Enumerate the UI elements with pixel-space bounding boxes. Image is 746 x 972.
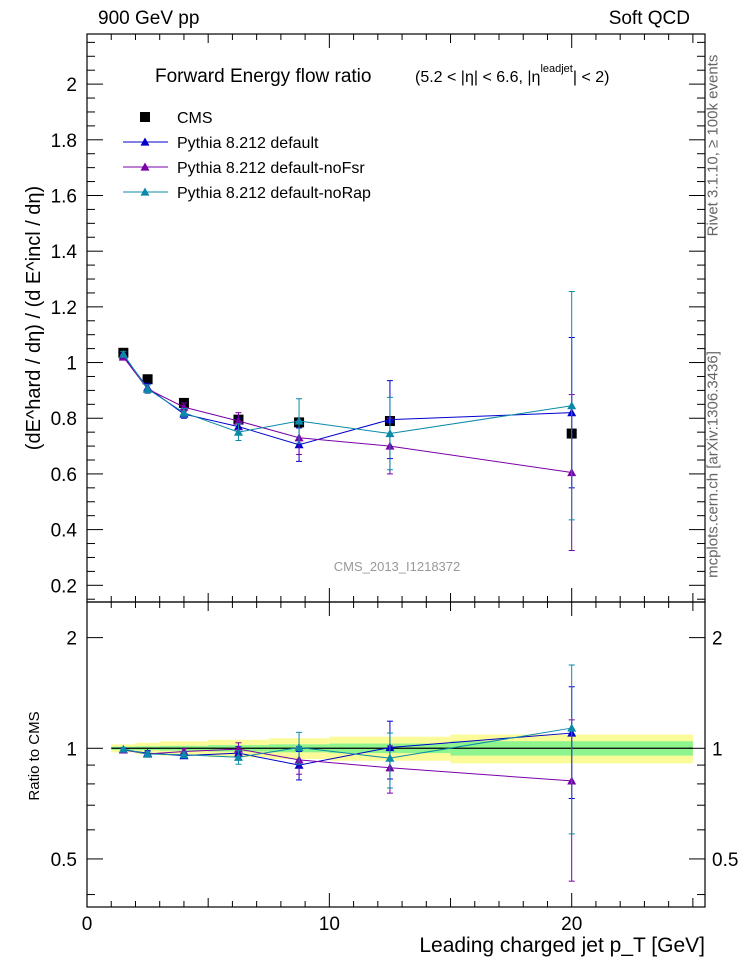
ratio-series-layer: [118, 664, 577, 882]
title-cuts-pre: (5.2 < |η| < 6.6, |η: [415, 69, 540, 86]
ratio-y-tick-label-left: 1: [66, 739, 77, 760]
y-tick-label: 0.2: [51, 576, 77, 597]
ratio-y-tick-label-right: 1: [712, 739, 723, 760]
series-line: [122, 353, 572, 435]
header-right: Soft QCD: [608, 8, 690, 29]
data-point-triangle: [385, 429, 395, 438]
data-point-triangle: [385, 753, 395, 762]
x-tick-label: 10: [319, 914, 340, 935]
ratio-y-tick-label-right: 2: [712, 629, 723, 650]
y-tick-label: 0.4: [51, 521, 78, 542]
legend-marker: [140, 137, 150, 146]
legend-label: Pythia 8.212 default-noRap: [177, 185, 371, 202]
data-point-triangle: [294, 416, 304, 425]
data-point-triangle: [567, 401, 577, 410]
main-y-axis-label: (dE^hard / dη) / (d E^incl / dη): [23, 186, 45, 450]
legend-marker: [140, 187, 150, 196]
y-tick-label: 1: [66, 354, 77, 375]
data-point-triangle: [233, 416, 243, 425]
data-point-triangle: [233, 427, 243, 436]
axis-ticks: [86, 34, 705, 907]
title-cuts-sup: leadjet: [540, 63, 572, 75]
title-cuts-post: | < 2): [573, 69, 610, 86]
header-left: 900 GeV pp: [98, 8, 200, 29]
data-point-triangle: [179, 408, 189, 417]
legend-label: Pythia 8.212 default: [177, 135, 319, 152]
legend-marker: [140, 162, 150, 171]
data-point-triangle: [118, 744, 128, 753]
analysis-watermark: CMS_2013_I1218372: [334, 559, 461, 574]
mcplots-label: mcplots.cern.ch [arXiv:1306.3436]: [704, 351, 722, 578]
axes-frames: [86, 33, 706, 908]
legend-marker-cms: [140, 112, 150, 122]
data-point-triangle: [118, 349, 128, 358]
data-point-triangle: [179, 750, 189, 759]
data-point-triangle: [233, 752, 243, 761]
rivet-label: Rivet 3.1.10, ≥ 100k events: [704, 54, 722, 237]
tick-labels: 0 10 20 0.2 0.4 0.6 0.8 1 1.2 1.4 1.6 1.8 2 0.5 0.5 1 1 2…: [51, 75, 739, 935]
plot-title: Forward Energy flow ratio: [155, 66, 371, 87]
legend-label: Pythia 8.212 default-noFsr: [177, 160, 365, 177]
x-axis-label: Leading charged jet p_T [GeV]: [419, 934, 705, 957]
y-tick-label: 0.6: [51, 465, 77, 486]
y-tick-label: 1.2: [51, 298, 77, 319]
data-point-triangle: [143, 384, 153, 393]
series-line: [122, 355, 572, 446]
uncertainty-bands: [111, 734, 693, 764]
y-tick-label: 1.4: [51, 242, 78, 263]
plot-title-cuts: (5.2 < |η| < 6.6, |ηleadjet| < 2): [415, 63, 609, 86]
data-point-triangle: [143, 749, 153, 758]
main-series-layer: [118, 291, 577, 551]
x-tick-label: 20: [561, 914, 582, 935]
ratio-y-tick-label-left: 2: [66, 629, 77, 650]
data-point-triangle: [567, 723, 577, 732]
data-point-cms: [142, 374, 153, 385]
ratio-y-axis-label: Ratio to CMS: [26, 711, 43, 800]
x-tick-label: 0: [82, 914, 93, 935]
y-tick-label: 1.8: [51, 131, 77, 152]
ratio-frame: [86, 601, 706, 908]
y-tick-label: 2: [66, 75, 77, 96]
legend-label: CMS: [177, 110, 213, 127]
y-tick-label: 1.6: [51, 186, 77, 207]
ratio-y-tick-label-right: 0.5: [712, 850, 738, 871]
legend: CMS Pythia 8.212 default Pythia 8.212 defa…: [123, 110, 371, 202]
y-tick-label: 0.8: [51, 409, 77, 430]
ratio-y-tick-label-left: 0.5: [51, 850, 77, 871]
data-point-triangle: [294, 742, 304, 752]
